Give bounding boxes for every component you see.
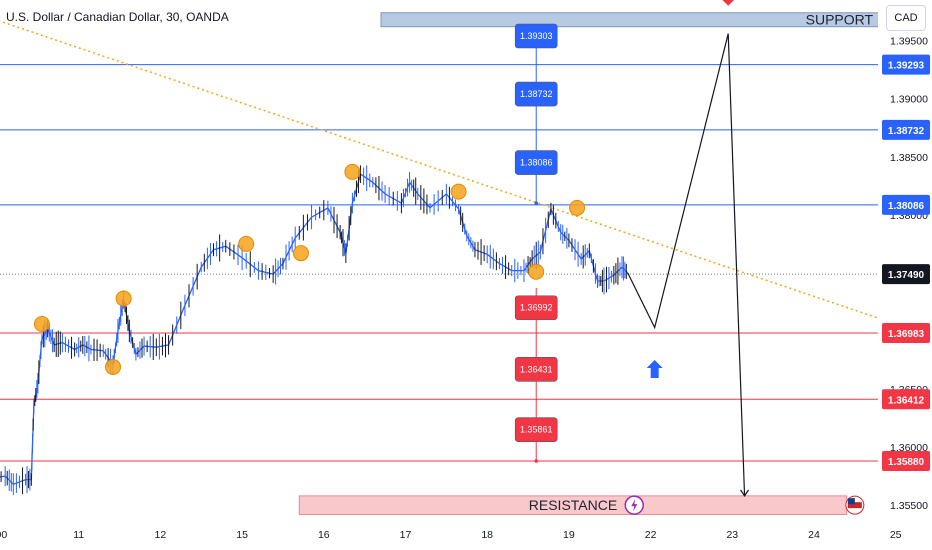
target-box (514, 417, 558, 442)
projection-arrowhead (740, 489, 750, 497)
down-arrow-icon (722, 0, 735, 6)
boxes-layer: 1.39303 1.38732 1.38086 1.36992 1.36431 1.358… (514, 23, 558, 442)
current-price-label: 1.37490 (888, 270, 925, 281)
projection-path (627, 33, 746, 496)
target-box (514, 81, 558, 107)
level-price-tag (882, 451, 930, 472)
level-price-label: 1.38732 (888, 126, 925, 137)
swing-marker (450, 183, 467, 200)
level-price-label: 1.36412 (888, 395, 925, 406)
target-box-label: 1.36992 (520, 303, 553, 313)
markers-layer (33, 163, 586, 375)
support-zone (380, 12, 880, 28)
connector-dot (534, 459, 539, 463)
resistance-label: RESISTANCE (529, 497, 617, 513)
time-tick-label: 18 (481, 529, 493, 541)
level-price-tag (882, 194, 930, 215)
price-tick-label: 1.39500 (890, 36, 928, 48)
target-box (514, 23, 558, 49)
swing-marker (292, 245, 309, 262)
us-flag-stripes (847, 502, 862, 509)
level-price-label: 1.39293 (888, 61, 925, 72)
time-tick-label: 24 (808, 529, 820, 541)
level-price-tag (882, 389, 930, 410)
current-price-tag (882, 264, 930, 285)
levels-layer (0, 64, 878, 462)
price-axis-bg (878, 0, 932, 520)
price-tick-label: 1.39000 (890, 94, 928, 106)
time-tick-label: 19 (563, 529, 575, 541)
time-tick-label: 12 (155, 529, 167, 541)
support-label: SUPPORT (806, 12, 874, 28)
time-tick-label: 25 (890, 529, 902, 541)
zones-layer: SUPPORT RESISTANCE (298, 12, 880, 515)
lightning-glyph (631, 499, 638, 512)
price-axis[interactable]: 1.395001.390001.385001.380001.365001.360… (878, 0, 932, 520)
trend-layer (0, 20, 896, 325)
swing-marker (33, 316, 50, 332)
time-tick-label: 17 (400, 529, 412, 541)
price-tick-label: 1.38500 (890, 152, 928, 164)
target-box-label: 1.39303 (520, 31, 553, 41)
time-tick-label: 16 (318, 529, 330, 541)
up-arrow-icon (646, 360, 663, 378)
projection-layer (627, 0, 750, 497)
level-price-label: 1.38086 (888, 201, 925, 212)
chart-title: U.S. Dollar / Canadian Dollar, 30, OANDA (6, 10, 229, 24)
currency-button[interactable]: CAD (886, 5, 926, 31)
time-tick-label: 11 (73, 529, 84, 541)
level-price-label: 1.35880 (888, 457, 925, 468)
us-flag-canton (847, 498, 855, 505)
connector-dot (534, 201, 539, 206)
price-layer (0, 165, 629, 496)
target-box (514, 356, 558, 382)
price-tick-label: 1.35500 (890, 500, 928, 512)
time-axis[interactable]: 0:00 11 12 15 16 17 18 19 22 23 24 25 (0, 520, 932, 550)
level-price-tag (882, 54, 930, 75)
level-price-tag (882, 119, 930, 140)
swing-marker (528, 263, 545, 280)
target-box-label: 1.35861 (520, 425, 553, 435)
level-price-tag (882, 322, 930, 343)
time-tick-label: 23 (726, 529, 738, 541)
trend-line (0, 20, 896, 325)
time-tick-label: 15 (236, 529, 248, 541)
swing-marker (115, 290, 132, 307)
target-box-label: 1.38732 (520, 89, 553, 99)
swing-marker (238, 235, 255, 252)
time-tick-label: 22 (645, 529, 657, 541)
target-box (514, 150, 558, 175)
level-price-label: 1.36983 (888, 329, 925, 340)
time-axis-bg (0, 520, 932, 550)
swing-marker (105, 358, 122, 375)
target-box (514, 295, 558, 321)
target-box-label: 1.38086 (520, 158, 553, 168)
swing-marker (569, 199, 586, 216)
target-box-label: 1.36431 (520, 364, 553, 374)
swing-marker (344, 163, 361, 180)
time-tick-label: 0:00 (0, 529, 7, 541)
